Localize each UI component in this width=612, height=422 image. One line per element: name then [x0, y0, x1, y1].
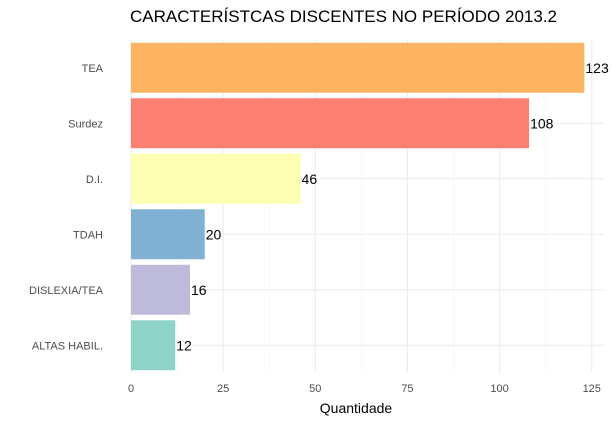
data-label: 12: [176, 337, 192, 353]
bar: [131, 264, 190, 315]
data-label: 123: [585, 60, 609, 76]
x-tick-label: 50: [309, 383, 321, 395]
data-labels: 123 108 46 20 16 12: [176, 60, 609, 354]
x-tick-label: 100: [490, 383, 508, 395]
bar: [131, 209, 205, 260]
x-tick-label: 25: [217, 383, 229, 395]
x-axis-ticks: 0 25 50 75 100 125: [128, 383, 601, 395]
y-tick-label: ALTAS HABIL.: [32, 340, 103, 352]
y-axis-ticks: TEA Surdez D.I. TDAH DISLEXIA/TEA ALTAS HABIL…: [29, 63, 104, 353]
data-label: 20: [206, 226, 222, 242]
bars: [131, 42, 585, 371]
x-tick-label: 75: [401, 383, 413, 395]
bar: [131, 42, 585, 93]
bar: [131, 153, 301, 204]
y-tick-label: TDAH: [73, 229, 103, 241]
x-tick-label: 125: [583, 383, 601, 395]
x-tick-label: 0: [128, 383, 134, 395]
bar: [131, 320, 176, 371]
x-axis-title: Quantidade: [320, 400, 393, 416]
chart-title: CARACTERÍSTCAS DISCENTES NO PERÍODO 2013…: [130, 7, 557, 26]
y-tick-label: D.I.: [86, 174, 103, 186]
y-tick-label: TEA: [82, 63, 104, 75]
data-label: 46: [302, 171, 318, 187]
y-tick-label: DISLEXIA/TEA: [29, 285, 104, 297]
bar: [131, 98, 530, 149]
data-label: 16: [191, 282, 207, 298]
data-label: 108: [530, 115, 554, 131]
y-tick-label: Surdez: [68, 118, 103, 130]
